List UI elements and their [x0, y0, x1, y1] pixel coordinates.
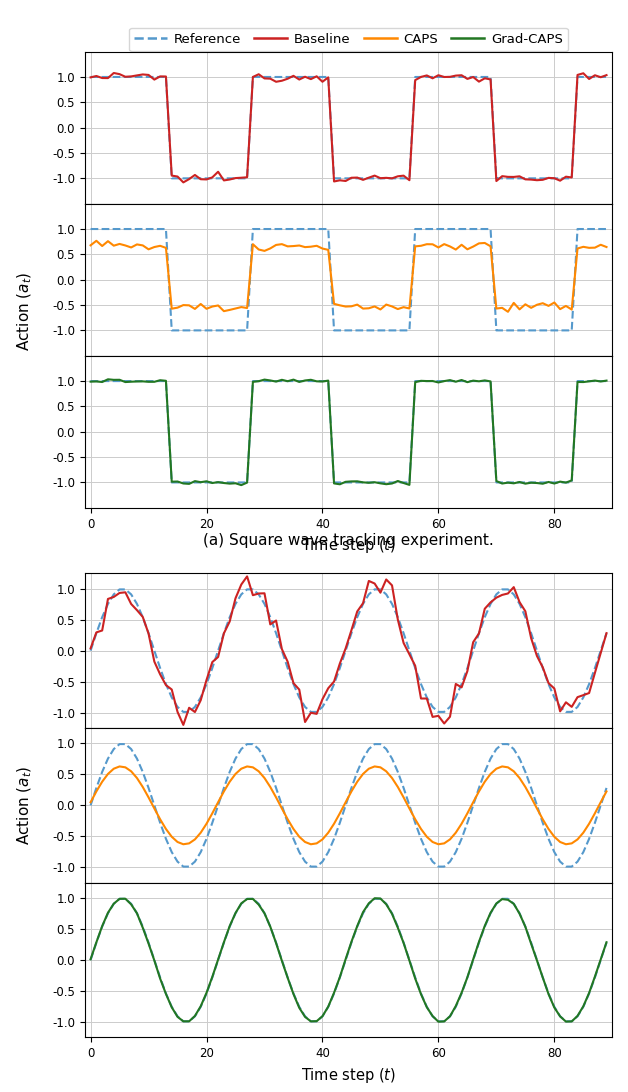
Text: (a) Square wave tracking experiment.: (a) Square wave tracking experiment.: [203, 533, 494, 548]
X-axis label: Time step ($t$): Time step ($t$): [301, 1066, 396, 1084]
X-axis label: Time step ($t$): Time step ($t$): [301, 536, 396, 555]
Text: Action ($a_t$): Action ($a_t$): [16, 765, 35, 845]
Text: Action ($a_t$): Action ($a_t$): [16, 272, 35, 351]
Legend: Reference, Baseline, CAPS, Grad-CAPS: Reference, Baseline, CAPS, Grad-CAPS: [129, 27, 568, 51]
